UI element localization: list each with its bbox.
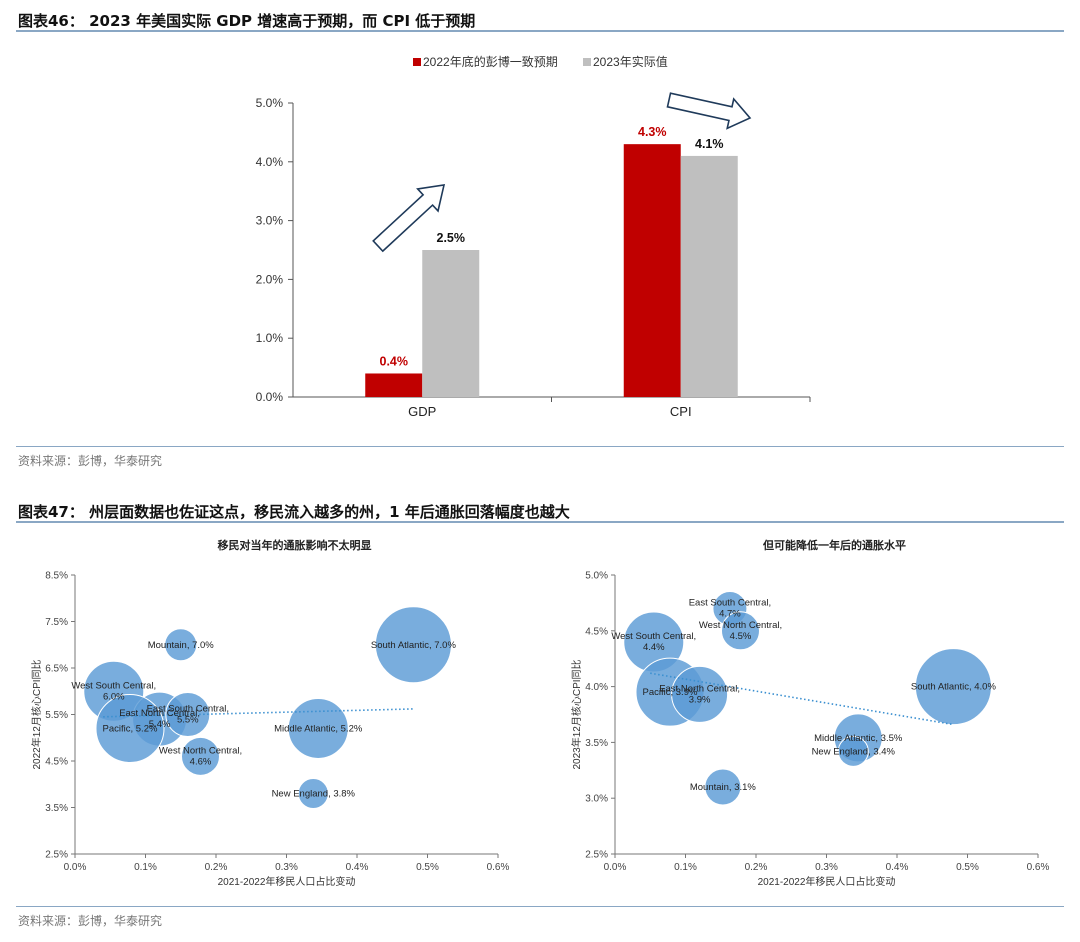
annotation-arrow [666,92,752,130]
bubble-label: West North Central, 4.6% [159,745,242,767]
x-tick-label: GDP [408,404,436,419]
bubble-label: East North Central, 5.4% [119,708,200,730]
legend-swatch [413,58,421,66]
data-label: 0.4% [380,354,409,368]
data-label: 2.5% [437,231,466,245]
bubble [720,611,760,651]
y-tick-label: 8.5% [45,571,68,582]
x-tick-label: 0.2% [745,862,768,873]
y-axis-label: 2022年12月核心CPI同比 [30,659,43,769]
y-tick-label: 4.5% [585,626,608,637]
x-tick-label: 0.6% [1027,862,1050,873]
y-tick-label: 6.5% [45,664,68,675]
bubble [914,648,992,726]
scatter-chart-right: 但可能降低一年后的通胀水平 2.5% 3.0% 3.5% 4.0% 4.5% 5.0% 0.0… [570,538,1050,888]
x-tick-label: 0.6% [487,862,510,873]
y-tick-label: 0.0% [256,390,284,404]
y-tick-label: 5.0% [256,96,284,110]
bubble-label: Mountain, 3.1% [690,782,757,793]
x-tick-label: 0.3% [815,862,838,873]
figure47-source: 资料来源：彭博，华泰研究 [18,914,163,928]
y-tick-label: 2.0% [256,272,284,286]
bar-chart: 0.0% 1.0% 2.0% 3.0% 4.0% 5.0% GDP 0.4% 2.5% CPI 4.… [256,54,811,419]
bar [623,144,681,397]
bubble [837,735,869,767]
data-label: 4.3% [638,125,667,139]
bubble [180,736,220,776]
chart-title: 移民对当年的通胀影响不太明显 [218,538,372,552]
x-tick-label: 0.5% [956,862,979,873]
y-tick-label: 2.5% [585,850,608,861]
y-tick-label: 3.5% [585,738,608,749]
x-tick-label: 0.0% [64,862,87,873]
annotation-arrow [372,184,446,253]
bubble-label: New England, 3.8% [272,789,356,800]
bubble-label: Middle Atlantic, 5.2% [274,723,363,734]
figure47-title-rule [16,521,1064,523]
figure46-source-rule [16,446,1064,447]
legend-label: 2022年底的彭博一致预期 [423,54,558,69]
bubble [287,697,349,759]
bubble-label: Middle Atlantic, 3.5% [814,733,903,744]
data-label: 4.1% [695,137,724,151]
x-tick-label: 0.4% [886,862,909,873]
x-axis-label: 2021-2022年移民人口占比变动 [218,875,356,888]
x-tick-label: 0.4% [346,862,369,873]
bar [422,250,480,397]
x-tick-label: 0.1% [134,862,157,873]
bubble-label: East South Central, 4.7% [689,597,771,619]
trendline [650,672,954,726]
x-tick-label: 0.0% [604,862,627,873]
legend-label: 2023年实际值 [593,54,668,69]
y-tick-label: 3.0% [256,214,284,228]
bubble-label: South Atlantic, 4.0% [911,682,997,693]
figure47-source-rule [16,906,1064,907]
bubble [704,768,742,806]
bubble-label: Pacific, 5.2% [103,723,158,734]
y-tick-label: 3.5% [45,803,68,814]
y-tick-label: 2.5% [45,850,68,861]
y-axis-label: 2023年12月核心CPI同比 [570,659,583,769]
bubble-label: East South Central, 5.5% [147,704,229,726]
legend-swatch [583,58,591,66]
bubble [297,778,329,810]
x-tick-label: 0.2% [205,862,228,873]
bubble-label: Mountain, 7.0% [148,640,215,651]
scatter-chart-left: 移民对当年的通胀影响不太明显 2.5% 3.5% 4.5% 5.5% 6.5% 7.5% 8.… [30,538,510,888]
x-tick-label: CPI [670,404,692,419]
bubble-label: West South Central, 6.0% [71,680,156,702]
bubble [374,606,452,684]
y-tick-label: 1.0% [256,331,284,345]
y-tick-label: 5.5% [45,710,68,721]
figure46-source: 资料来源：彭博，华泰研究 [18,454,163,468]
chart-title: 但可能降低一年后的通胀水平 [762,538,906,552]
bar [680,155,738,397]
x-tick-label: 0.3% [275,862,298,873]
y-tick-label: 4.5% [45,757,68,768]
x-axis-label: 2021-2022年移民人口占比变动 [758,875,896,888]
x-tick-label: 0.1% [674,862,697,873]
bubble [95,693,165,763]
figure46-title-rule [16,30,1064,32]
bubble-label: West South Central, 4.4% [611,631,696,653]
x-tick-label: 0.5% [416,862,439,873]
figure47-title: 图表47： 州层面数据也佐证这点，移民流入越多的州，1 年后通胀回落幅度也越大 [18,503,570,521]
bar [365,373,423,397]
y-tick-label: 3.0% [585,794,608,805]
y-tick-label: 5.0% [585,571,608,582]
bubble-label: New England, 3.4% [812,746,896,757]
y-tick-label: 7.5% [45,617,68,628]
bubble-label: East North Central, 3.9% [659,683,740,705]
bubble-label: South Atlantic, 7.0% [371,640,457,651]
bubble [164,628,198,662]
bubble-label: West North Central, 4.5% [699,620,782,642]
figure46-title: 图表46： 2023 年美国实际 GDP 增速高于预期，而 CPI 低于预期 [18,12,476,30]
bubble [671,665,729,723]
y-tick-label: 4.0% [585,682,608,693]
bubble-label: Pacific, 3.9% [643,687,698,698]
y-tick-label: 4.0% [256,155,284,169]
